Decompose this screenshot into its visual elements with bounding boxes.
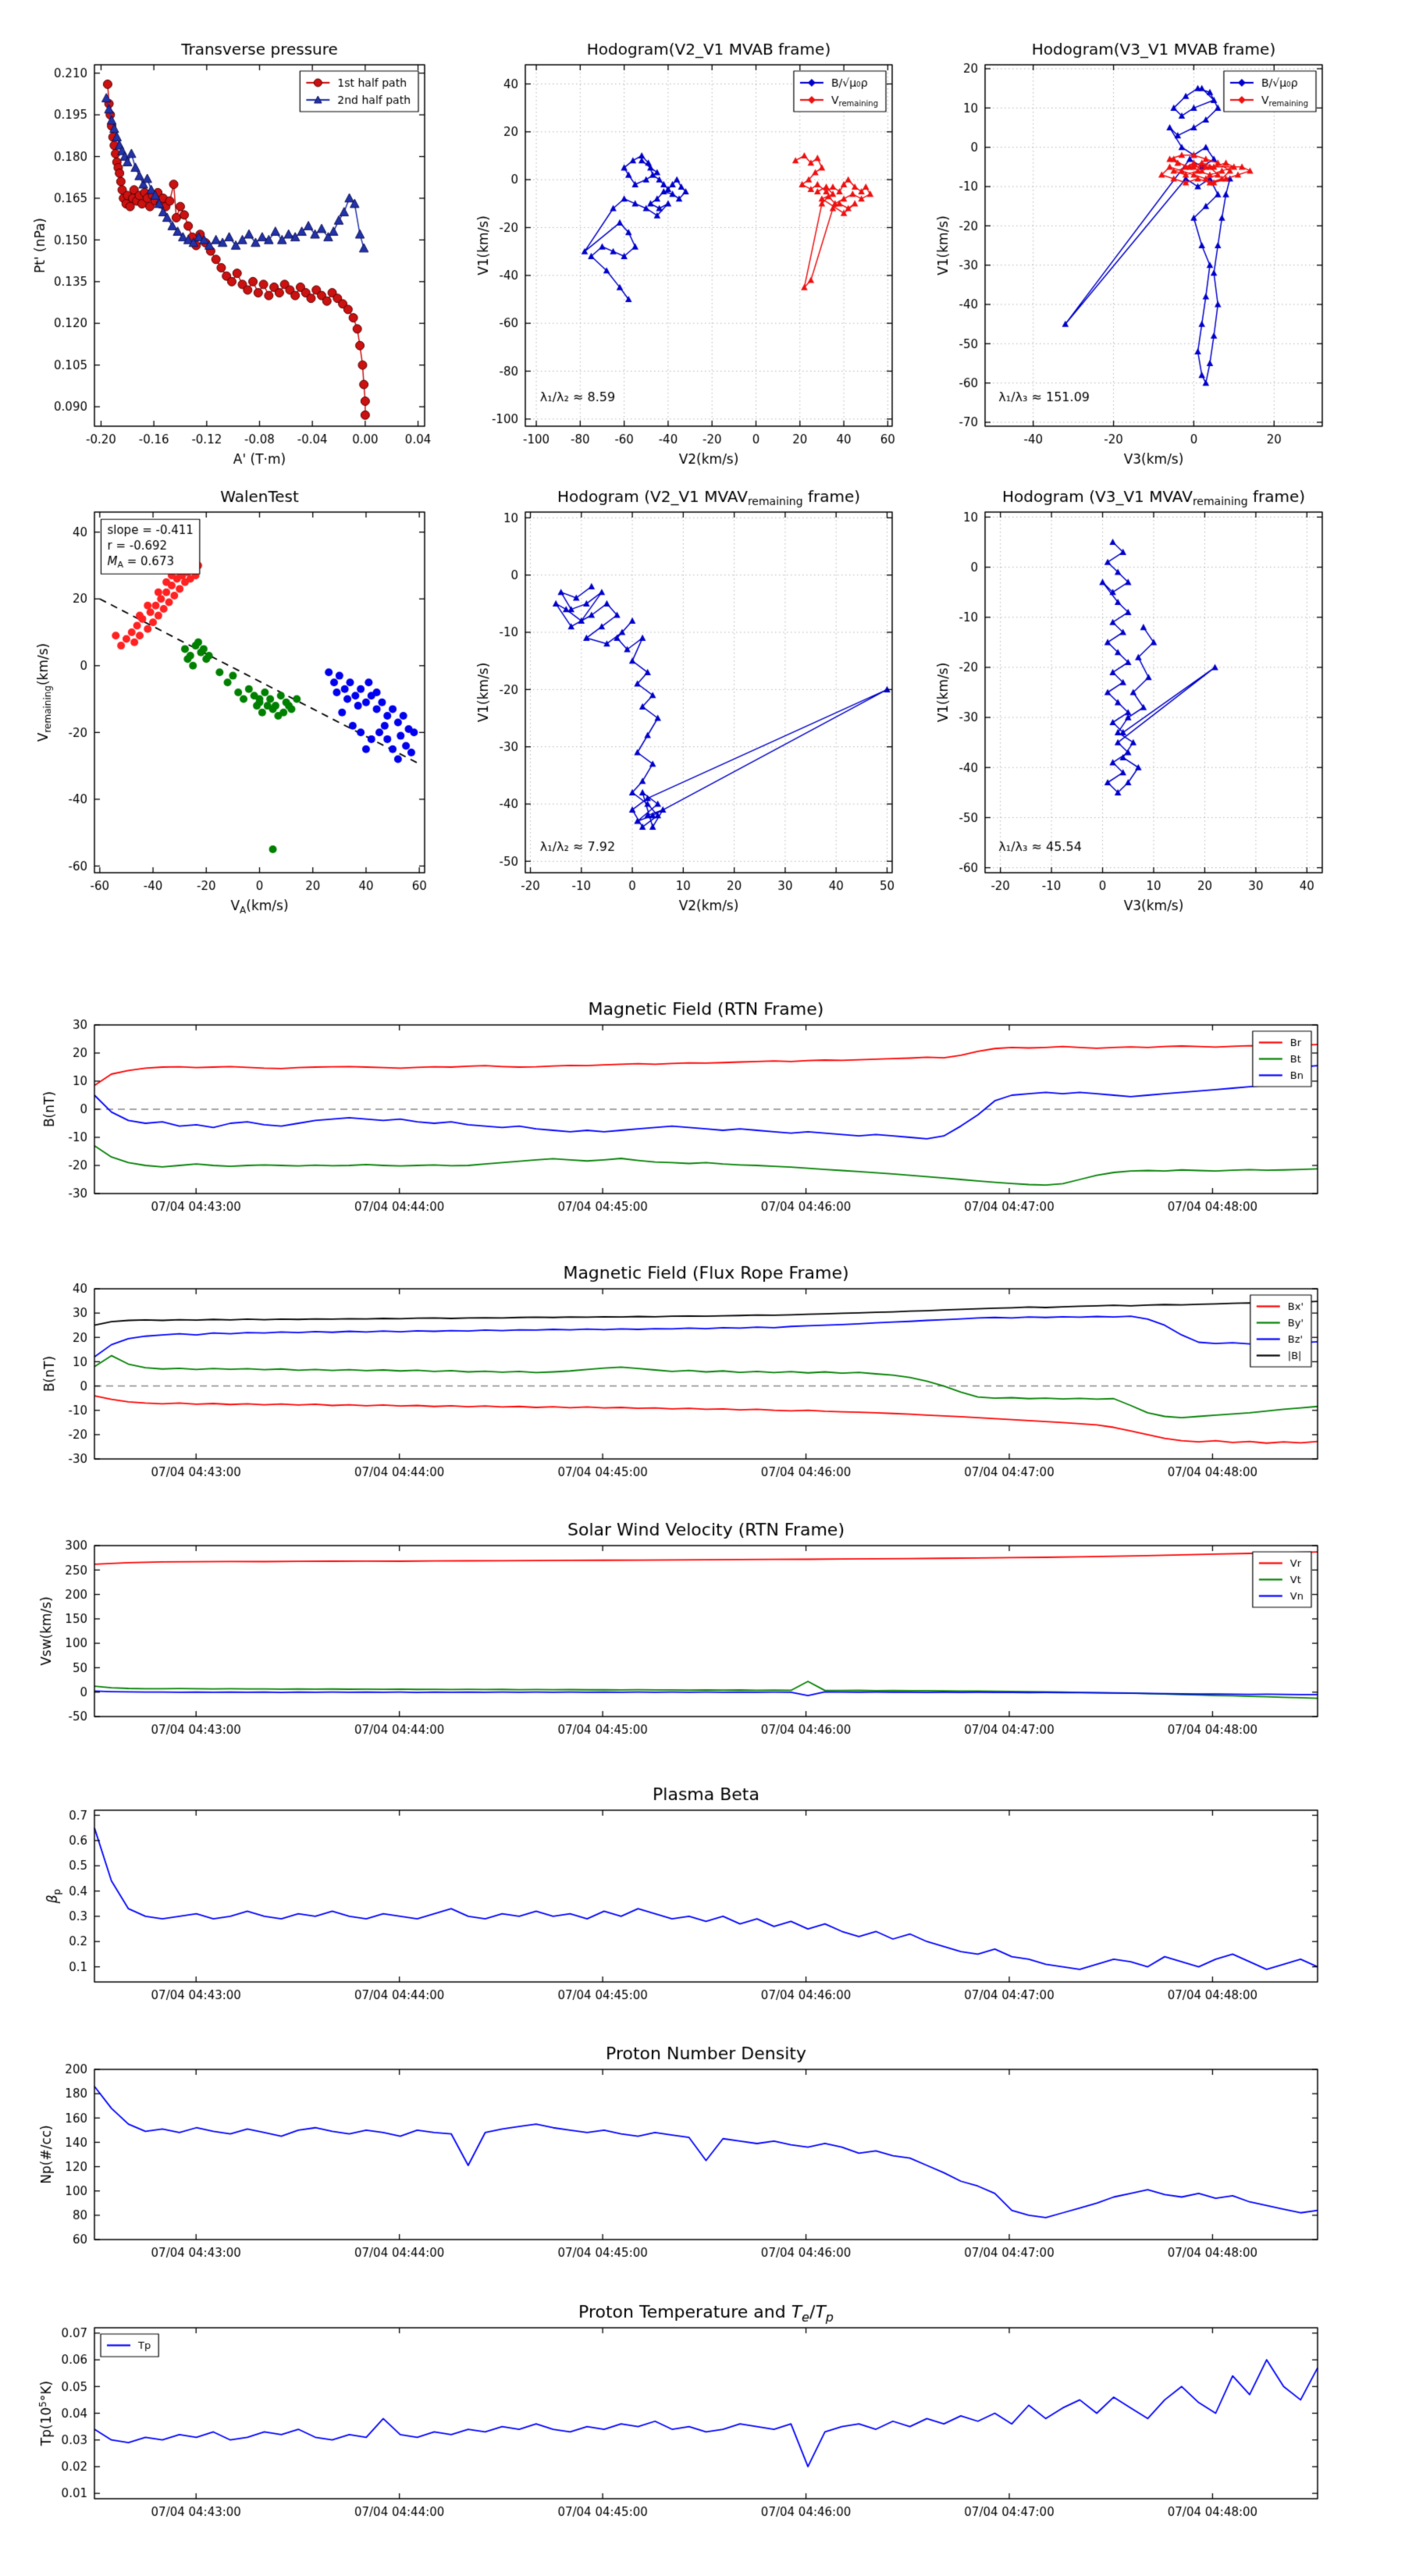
chart-plasma-beta — [23, 1756, 1382, 2014]
chart-proton-temperature — [23, 2273, 1382, 2531]
chart-hodogram-v2v1-mvab — [461, 23, 913, 468]
chart-transverse-pressure — [23, 23, 445, 468]
chart-proton-number-density — [23, 2014, 1382, 2272]
chart-walen-test — [23, 468, 445, 921]
chart-magnetic-field-flux-rope — [23, 1233, 1382, 1491]
chart-magnetic-field-rtn — [23, 968, 1382, 1226]
chart-hodogram-v3v1-mvab — [921, 23, 1374, 468]
chart-hodogram-v2v1-mvav — [461, 468, 913, 921]
chart-hodogram-v3v1-mvav — [921, 468, 1374, 921]
chart-solar-wind-velocity — [23, 1491, 1382, 1749]
